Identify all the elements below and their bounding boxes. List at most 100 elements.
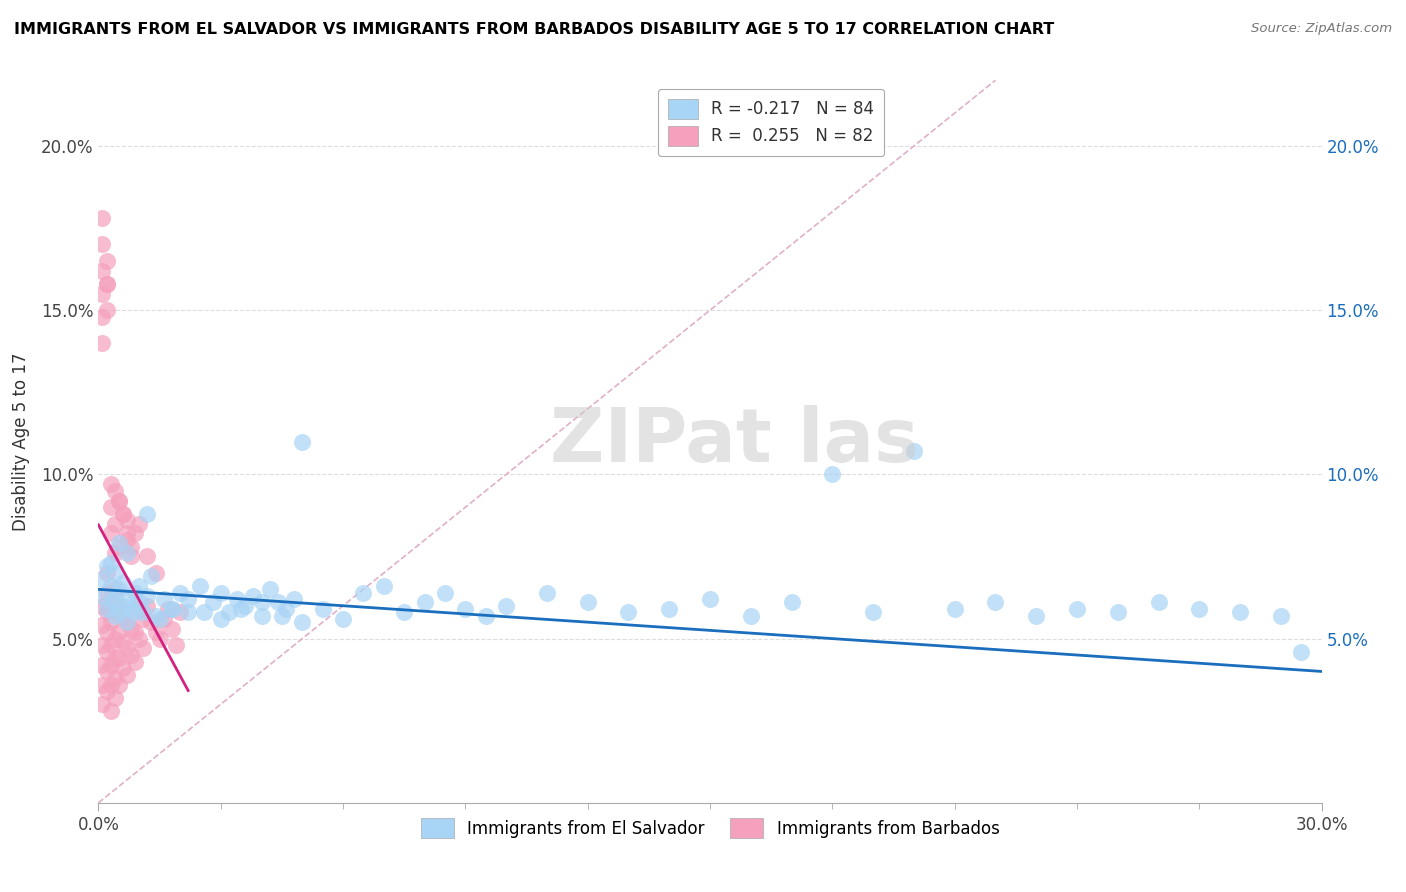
Point xyxy=(160,602,183,616)
Point xyxy=(108,540,131,554)
Point xyxy=(780,595,803,609)
Point xyxy=(108,677,131,691)
Point xyxy=(332,612,354,626)
Point xyxy=(136,589,159,603)
Point xyxy=(100,500,122,515)
Point xyxy=(145,625,167,640)
Y-axis label: Disability Age 5 to 17: Disability Age 5 to 17 xyxy=(11,352,30,531)
Point xyxy=(108,536,131,550)
Point xyxy=(821,467,844,482)
Point xyxy=(115,533,138,547)
Point xyxy=(104,690,127,705)
Point xyxy=(100,657,122,672)
Point xyxy=(104,566,127,580)
Text: Source: ZipAtlas.com: Source: ZipAtlas.com xyxy=(1251,22,1392,36)
Point xyxy=(96,277,118,291)
Point xyxy=(111,507,134,521)
Point xyxy=(96,559,118,574)
Point xyxy=(115,592,138,607)
Point xyxy=(91,310,114,324)
Point xyxy=(177,605,200,619)
Point xyxy=(454,602,477,616)
Point xyxy=(274,602,297,616)
Point xyxy=(111,608,134,623)
Point xyxy=(108,625,131,640)
Point xyxy=(96,602,118,616)
Point xyxy=(658,602,681,616)
Point xyxy=(91,677,114,691)
Point xyxy=(96,625,118,640)
Point xyxy=(108,582,131,597)
Point xyxy=(145,608,167,623)
Point xyxy=(104,592,127,607)
Point xyxy=(115,546,138,560)
Point xyxy=(576,595,599,609)
Point xyxy=(108,493,131,508)
Point xyxy=(91,618,114,632)
Point xyxy=(91,286,114,301)
Point xyxy=(108,599,131,613)
Point xyxy=(152,612,174,626)
Point xyxy=(124,585,146,599)
Point xyxy=(1066,602,1088,616)
Point xyxy=(124,526,146,541)
Point xyxy=(111,599,134,613)
Point xyxy=(474,608,498,623)
Point xyxy=(96,605,118,619)
Point xyxy=(226,592,249,607)
Point xyxy=(128,516,150,531)
Point xyxy=(1270,608,1292,623)
Point xyxy=(91,589,114,603)
Point xyxy=(943,602,966,616)
Point xyxy=(740,608,762,623)
Point xyxy=(100,579,122,593)
Point xyxy=(100,556,122,570)
Point xyxy=(984,595,1007,609)
Point xyxy=(136,599,159,613)
Point xyxy=(132,605,155,619)
Point xyxy=(120,602,142,616)
Point xyxy=(291,434,314,449)
Point xyxy=(108,493,131,508)
Point xyxy=(136,549,159,564)
Point xyxy=(373,579,395,593)
Point xyxy=(132,641,155,656)
Point xyxy=(1107,605,1129,619)
Point xyxy=(104,546,127,560)
Point xyxy=(96,303,118,318)
Point xyxy=(91,573,114,587)
Point xyxy=(434,585,457,599)
Point xyxy=(152,592,174,607)
Point xyxy=(231,602,253,616)
Point xyxy=(250,608,273,623)
Point xyxy=(495,599,517,613)
Point xyxy=(115,615,138,630)
Point xyxy=(100,638,122,652)
Point xyxy=(312,602,335,616)
Point xyxy=(291,615,314,630)
Point xyxy=(91,237,114,252)
Point xyxy=(115,667,138,681)
Point xyxy=(352,585,374,599)
Point xyxy=(91,657,114,672)
Point xyxy=(115,513,138,527)
Point xyxy=(124,655,146,669)
Point xyxy=(201,595,224,609)
Point xyxy=(104,671,127,685)
Point xyxy=(149,612,172,626)
Point xyxy=(160,602,183,616)
Point xyxy=(177,592,200,607)
Point xyxy=(136,507,159,521)
Point xyxy=(160,622,183,636)
Point xyxy=(96,684,118,698)
Point xyxy=(233,599,256,613)
Point xyxy=(96,277,118,291)
Point xyxy=(115,641,138,656)
Point xyxy=(536,585,558,599)
Text: ZIPat las: ZIPat las xyxy=(550,405,920,478)
Point xyxy=(91,599,114,613)
Point xyxy=(120,540,142,554)
Point xyxy=(120,549,142,564)
Point xyxy=(96,585,118,599)
Point xyxy=(111,661,134,675)
